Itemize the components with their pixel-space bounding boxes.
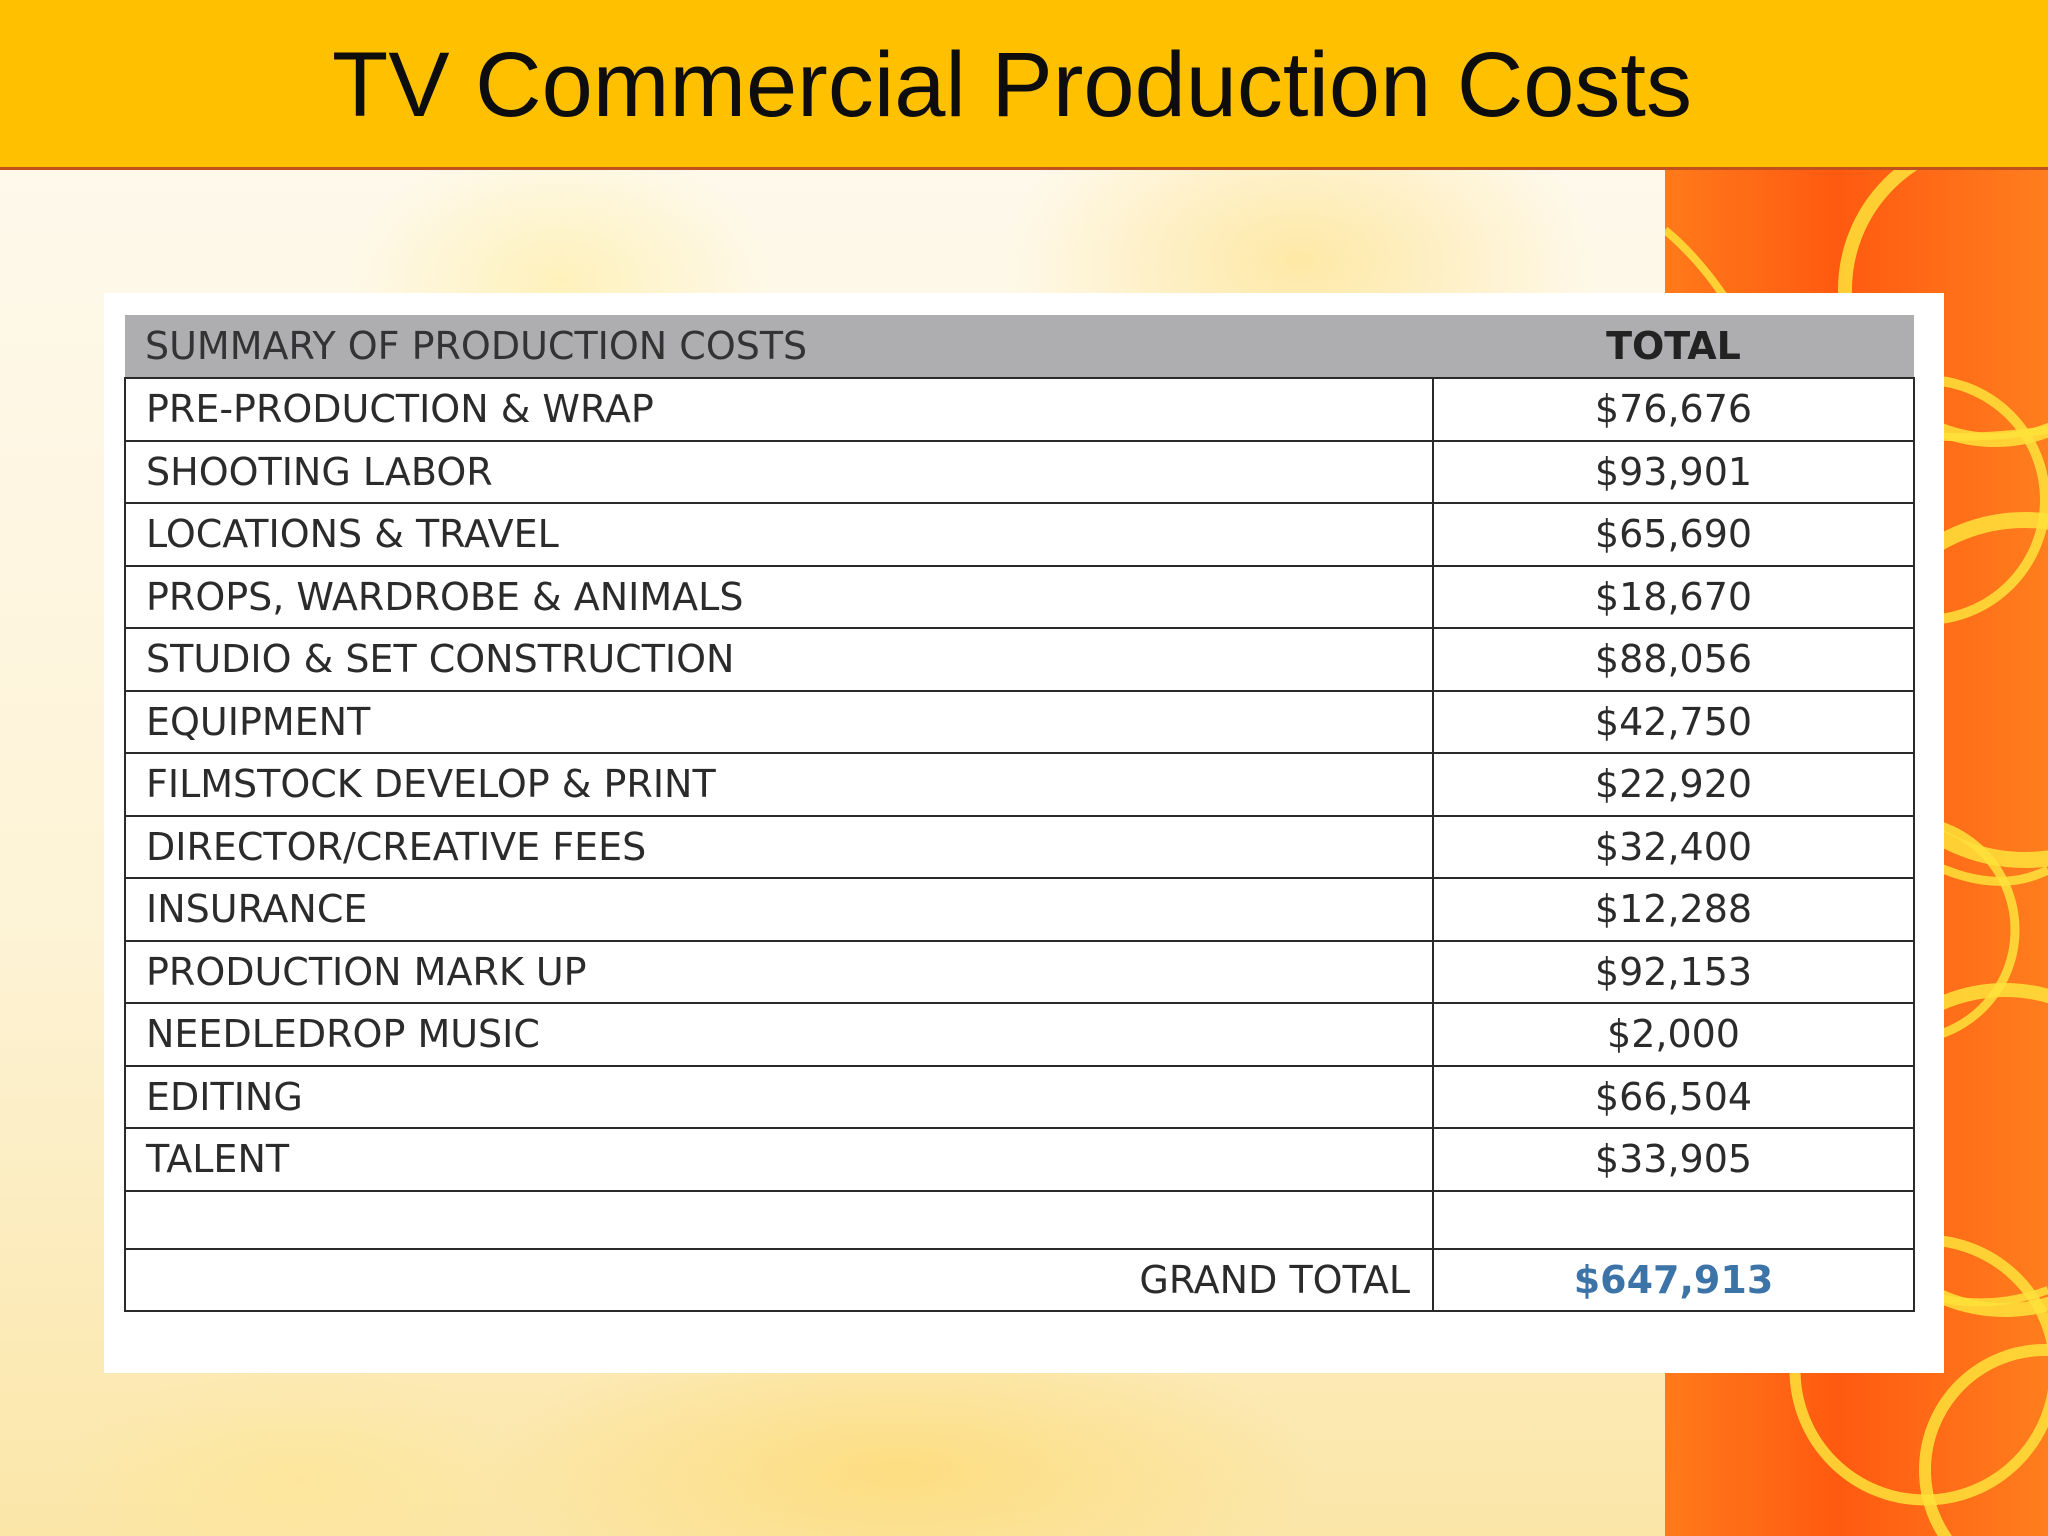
- table-row: SHOOTING LABOR $93,901: [124, 439, 1915, 504]
- cost-item-total: $42,750: [1432, 689, 1915, 754]
- table-row: FILMSTOCK DEVELOP & PRINT $22,920: [124, 752, 1915, 817]
- table-row: EDITING $66,504: [124, 1064, 1915, 1129]
- page-title: TV Commercial Production Costs: [332, 34, 1692, 136]
- cost-summary-table: SUMMARY OF PRODUCTION COSTS TOTAL PRE-PR…: [124, 315, 1915, 1312]
- title-bar: TV Commercial Production Costs: [0, 0, 2048, 170]
- cost-item-total: $88,056: [1432, 627, 1915, 692]
- blank-cell: [1432, 1189, 1915, 1250]
- cost-item-label: TALENT: [124, 1127, 1434, 1192]
- table-row: PRE-PRODUCTION & WRAP $76,676: [124, 377, 1915, 442]
- table-row: LOCATIONS & TRAVEL $65,690: [124, 502, 1915, 567]
- table-row: PROPS, WARDROBE & ANIMALS $18,670: [124, 564, 1915, 629]
- cost-item-total: $65,690: [1432, 502, 1915, 567]
- summary-column-header: SUMMARY OF PRODUCTION COSTS: [125, 315, 1433, 379]
- cost-item-label: FILMSTOCK DEVELOP & PRINT: [124, 752, 1434, 817]
- table-row: INSURANCE $12,288: [124, 877, 1915, 942]
- total-column-header: TOTAL: [1433, 315, 1914, 379]
- cost-item-total: $32,400: [1432, 814, 1915, 879]
- cost-item-label: PRE-PRODUCTION & WRAP: [124, 377, 1434, 442]
- table-row: EQUIPMENT $42,750: [124, 689, 1915, 754]
- cost-item-label: PRODUCTION MARK UP: [124, 939, 1434, 1004]
- cost-item-label: SHOOTING LABOR: [124, 439, 1434, 504]
- grand-total-row: GRAND TOTAL $647,913: [124, 1247, 1915, 1312]
- cost-item-label: EDITING: [124, 1064, 1434, 1129]
- table-row: DIRECTOR/CREATIVE FEES $32,400: [124, 814, 1915, 879]
- cost-item-label: INSURANCE: [124, 877, 1434, 942]
- cost-item-label: DIRECTOR/CREATIVE FEES: [124, 814, 1434, 879]
- table-row: TALENT $33,905: [124, 1127, 1915, 1192]
- cost-item-label: EQUIPMENT: [124, 689, 1434, 754]
- cost-item-total: $2,000: [1432, 1002, 1915, 1067]
- cost-item-label: NEEDLEDROP MUSIC: [124, 1002, 1434, 1067]
- cost-item-total: $76,676: [1432, 377, 1915, 442]
- table-header-row: SUMMARY OF PRODUCTION COSTS TOTAL: [125, 315, 1914, 379]
- cost-item-total: $12,288: [1432, 877, 1915, 942]
- blank-cell: [124, 1189, 1434, 1250]
- cost-summary-panel: SUMMARY OF PRODUCTION COSTS TOTAL PRE-PR…: [104, 293, 1944, 1373]
- table-row: NEEDLEDROP MUSIC $2,000: [124, 1002, 1915, 1067]
- cost-item-total: $93,901: [1432, 439, 1915, 504]
- cost-item-label: LOCATIONS & TRAVEL: [124, 502, 1434, 567]
- grand-total-label: GRAND TOTAL: [124, 1247, 1434, 1312]
- table-row: STUDIO & SET CONSTRUCTION $88,056: [124, 627, 1915, 692]
- cost-item-total: $22,920: [1432, 752, 1915, 817]
- cost-item-label: PROPS, WARDROBE & ANIMALS: [124, 564, 1434, 629]
- cost-item-total: $18,670: [1432, 564, 1915, 629]
- cost-item-total: $33,905: [1432, 1127, 1915, 1192]
- cost-item-total: $92,153: [1432, 939, 1915, 1004]
- cost-item-label: STUDIO & SET CONSTRUCTION: [124, 627, 1434, 692]
- cost-item-total: $66,504: [1432, 1064, 1915, 1129]
- table-row: PRODUCTION MARK UP $92,153: [124, 939, 1915, 1004]
- grand-total-value: $647,913: [1432, 1247, 1915, 1312]
- blank-row: [124, 1189, 1915, 1250]
